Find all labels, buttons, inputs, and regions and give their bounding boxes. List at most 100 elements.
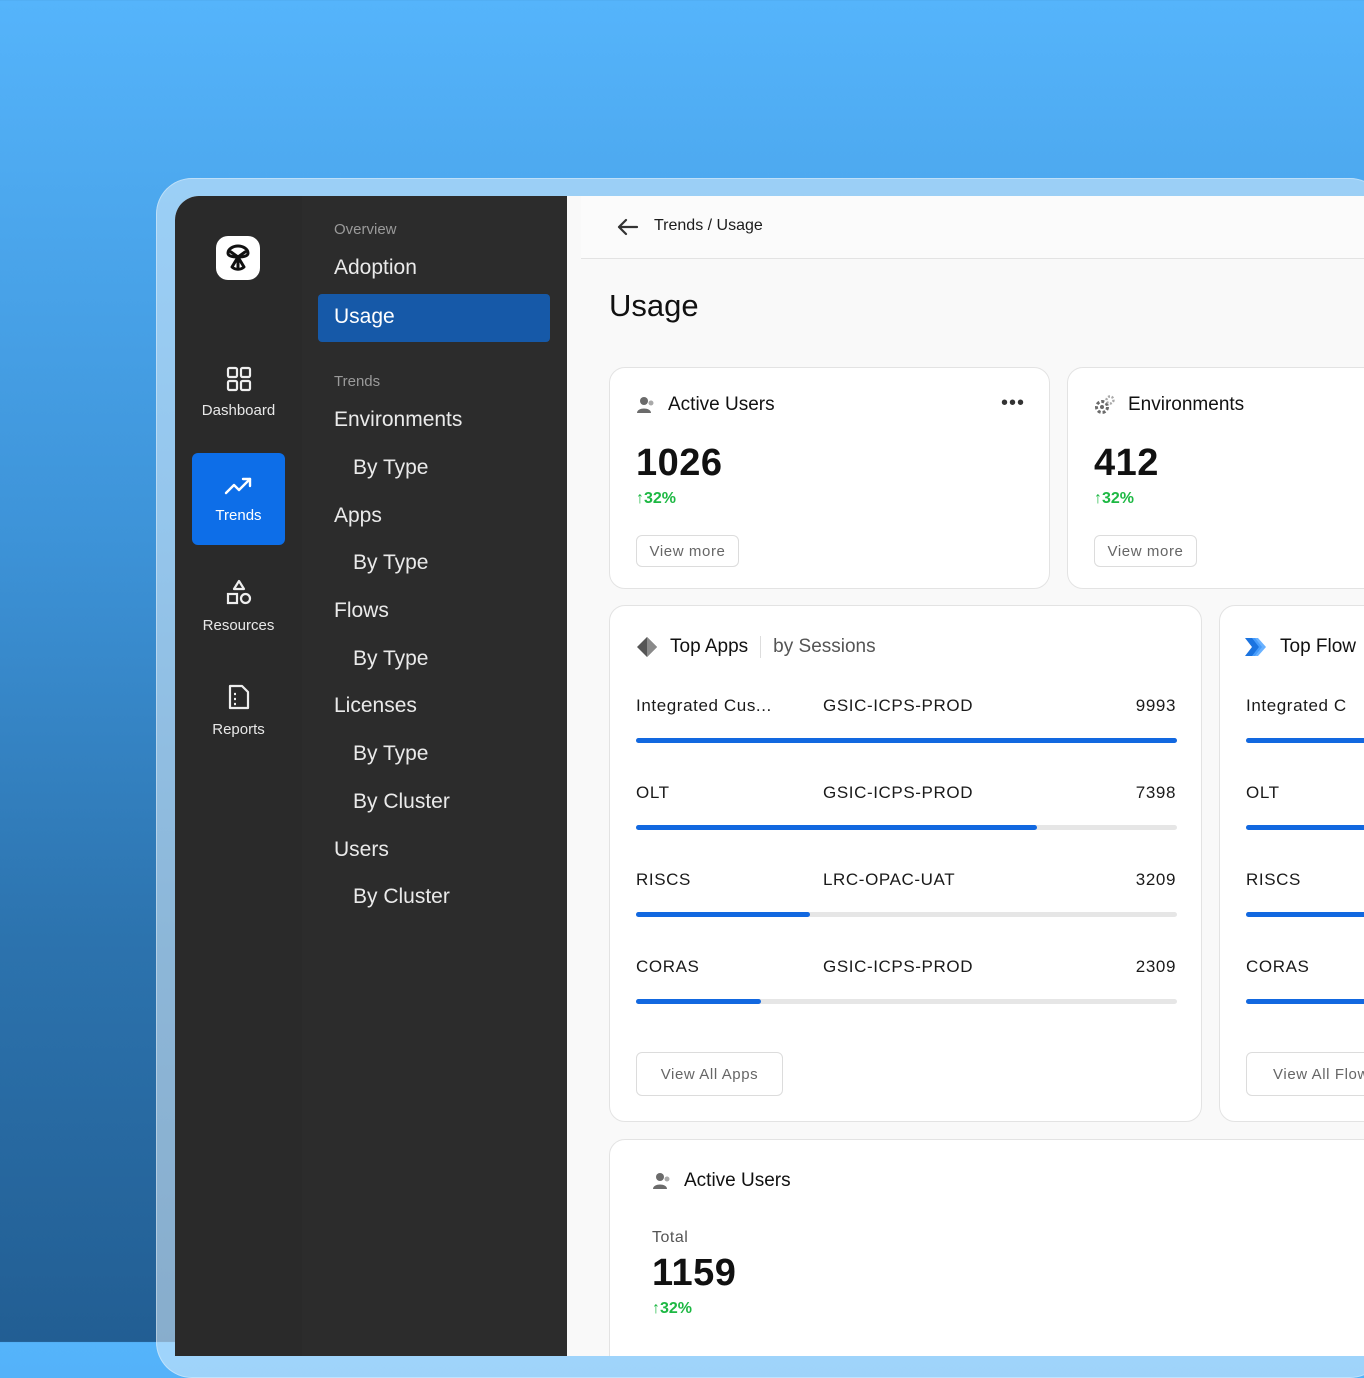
active-users-card-title: Active Users [668, 394, 775, 415]
app-row-progress-track [636, 825, 1177, 830]
trends-nav-panel: Overview Adoption Usage Trends Environme… [302, 196, 567, 1356]
app-row-name: CORAS [636, 957, 700, 976]
top-apps-card: Top Apps by Sessions Integrated Cus... GS… [609, 605, 1202, 1122]
flow-row-progress-fill [1246, 825, 1364, 830]
nav-item-users[interactable]: Users [334, 838, 389, 861]
flow-row-progress-track [1246, 912, 1364, 917]
nav-item-environments-by-type[interactable]: By Type [353, 456, 429, 479]
app-row-name: Integrated Cus... [636, 696, 772, 715]
app-row-name: RISCS [636, 870, 691, 889]
nav-item-licenses[interactable]: Licenses [334, 694, 417, 717]
rail-resources[interactable]: Resources [192, 560, 285, 652]
active-users-delta-value: 32% [644, 490, 677, 507]
active-users-view-more-button[interactable]: View more [636, 535, 739, 567]
flow-row-name: CORAS [1246, 957, 1310, 976]
flow-row-name: Integrated C [1246, 696, 1347, 715]
top-bar: Trends / Usage [581, 196, 1364, 259]
active-users-delta: ↑32% [636, 490, 676, 508]
environments-delta: ↑32% [1094, 490, 1134, 508]
active-users-card-header: Active Users [636, 394, 775, 416]
flow-row-progress-track [1246, 738, 1364, 743]
app-row-value: 7398 [1135, 783, 1176, 802]
total-label: Total [652, 1229, 689, 1246]
nav-item-licenses-by-type[interactable]: By Type [353, 742, 429, 765]
grid-icon [226, 366, 251, 391]
breadcrumb[interactable]: Trends / Usage [654, 217, 763, 234]
active-users-total-value: 1159 [652, 1252, 737, 1294]
nav-item-adoption[interactable]: Adoption [334, 256, 417, 279]
app-row-progress-fill [636, 738, 1177, 743]
top-flows-card-header: Top Flow [1244, 636, 1356, 658]
environments-card-header: Environments [1094, 394, 1244, 416]
nav-section-trends: Trends [334, 373, 381, 390]
app-row-progress-track [636, 912, 1177, 917]
top-apps-card-header: Top Apps by Sessions [636, 636, 876, 658]
icon-rail: Dashboard Trends Resources Reports [175, 196, 303, 1356]
top-apps-title: Top Apps [670, 636, 749, 657]
trend-up-icon [224, 477, 251, 494]
arrow-up-icon: ↑ [636, 490, 644, 507]
title-divider [760, 636, 762, 658]
nav-item-apps[interactable]: Apps [334, 504, 382, 527]
app-row-progress-fill [636, 912, 810, 917]
flow-row-progress-fill [1246, 999, 1364, 1004]
app-row-name: OLT [636, 783, 670, 802]
flow-row-progress-fill [1246, 912, 1364, 917]
nav-item-flows[interactable]: Flows [334, 599, 389, 622]
environments-view-more-button[interactable]: View more [1094, 535, 1197, 567]
shapes-icon [226, 579, 251, 604]
top-flows-card: Top Flow Integrated C OLT RISCS CORAS View … [1219, 605, 1364, 1122]
nav-item-apps-by-type[interactable]: By Type [353, 551, 429, 574]
flow-row-progress-track [1246, 999, 1364, 1004]
app-row-progress-track [636, 999, 1177, 1004]
nav-item-usage[interactable]: Usage [318, 294, 550, 342]
top-apps-subtitle: by Sessions [773, 636, 876, 657]
back-arrow-icon[interactable] [615, 214, 641, 240]
view-all-flows-button[interactable]: View All Flow [1246, 1052, 1364, 1096]
rail-resources-label: Resources [202, 616, 275, 634]
nav-item-users-by-cluster[interactable]: By Cluster [353, 885, 450, 908]
rail-dashboard[interactable]: Dashboard [192, 346, 285, 438]
active-users-total-header: Active Users [652, 1170, 791, 1192]
app-row-environment: GSIC-ICPS-PROD [823, 783, 974, 802]
arrow-up-icon: ↑ [1094, 490, 1102, 507]
app-window: Dashboard Trends Resources Reports [175, 196, 1364, 1356]
more-options-icon[interactable]: ••• [1000, 392, 1025, 414]
page-title: Usage [609, 288, 699, 323]
environments-delta-value: 32% [1102, 490, 1135, 507]
nav-item-flows-by-type[interactable]: By Type [353, 647, 429, 670]
gears-icon [1095, 395, 1115, 414]
main-content: Trends / Usage Usage Active Users ••• 10… [567, 196, 1364, 1356]
active-users-total-delta-value: 32% [660, 1300, 693, 1317]
active-users-card: Active Users ••• 1026 ↑32% View more [609, 367, 1050, 589]
app-row-progress-fill [636, 999, 761, 1004]
view-all-apps-button[interactable]: View All Apps [636, 1052, 783, 1096]
app-row-value: 2309 [1135, 957, 1176, 976]
app-row-value: 3209 [1135, 870, 1176, 889]
rail-trends-label: Trends [215, 506, 262, 524]
top-flows-title: Top Flow [1280, 636, 1357, 657]
active-users-value: 1026 [636, 442, 723, 484]
nav-section-overview: Overview [334, 221, 397, 238]
app-row-progress-fill [636, 825, 1037, 830]
active-users-total-card: Active Users Total 1159 ↑32% [609, 1139, 1364, 1356]
flow-chevron-icon [1245, 638, 1266, 656]
environments-card: Environments 412 ↑32% View more [1067, 367, 1364, 589]
rail-reports-label: Reports [212, 720, 265, 738]
app-row-environment: LRC-OPAC-UAT [823, 870, 956, 889]
app-row-environment: GSIC-ICPS-PROD [823, 957, 974, 976]
nav-item-licenses-by-cluster[interactable]: By Cluster [353, 790, 450, 813]
environments-value: 412 [1094, 442, 1159, 484]
rail-reports[interactable]: Reports [192, 664, 285, 756]
arrow-up-icon: ↑ [652, 1300, 660, 1317]
app-row-environment: GSIC-ICPS-PROD [823, 696, 974, 715]
flow-row-progress-fill [1246, 738, 1364, 743]
rail-trends[interactable]: Trends [192, 453, 285, 545]
flow-row-progress-track [1246, 825, 1364, 830]
nav-item-environments[interactable]: Environments [334, 408, 463, 431]
active-users-total-title: Active Users [684, 1170, 791, 1191]
apps-diamond-icon [637, 637, 657, 657]
rail-dashboard-label: Dashboard [201, 401, 276, 419]
app-logo[interactable] [216, 236, 260, 280]
flow-row-name: OLT [1246, 783, 1280, 802]
